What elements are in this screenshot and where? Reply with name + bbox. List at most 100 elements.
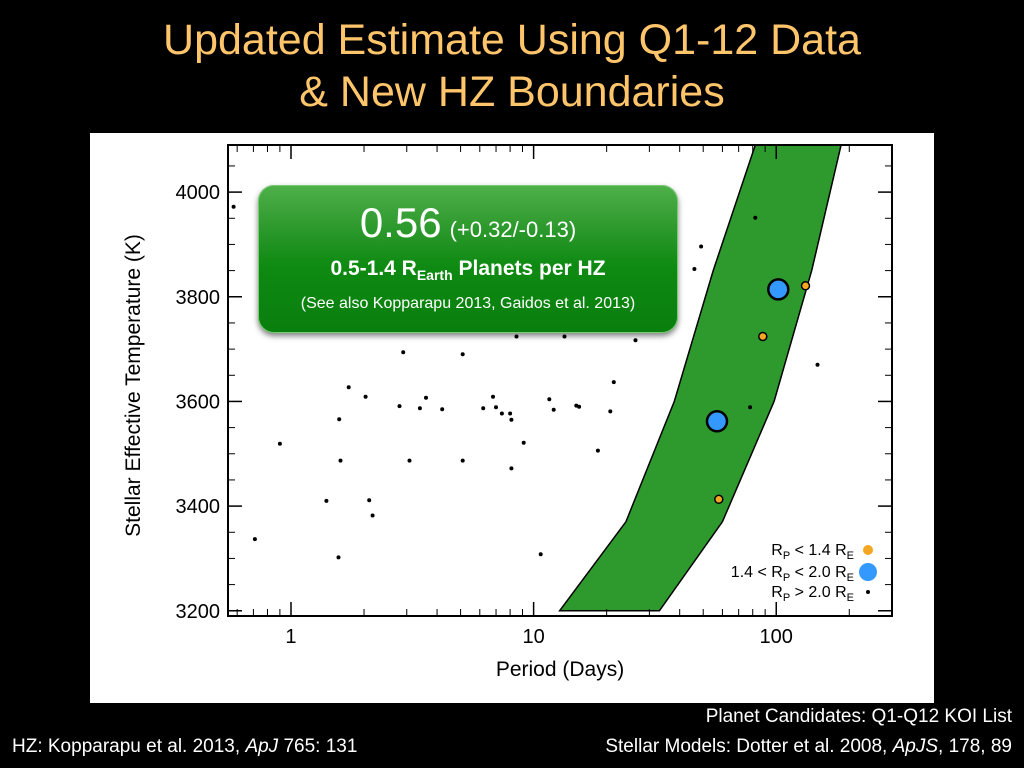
legend-marker-small-orange: [863, 545, 873, 555]
result-planets-label: 0.5-1.4 REarth Planets per HZ: [258, 257, 678, 283]
credit-sm-after: , 178, 89: [938, 736, 1012, 757]
credit-hz-journal: ApJ: [245, 736, 279, 757]
legend-sub: E: [847, 550, 854, 562]
legend-sub: E: [847, 592, 854, 604]
result-estimate: 0.56 (+0.32/-0.13): [258, 199, 678, 247]
large-planet-point: [508, 411, 513, 416]
large-planet-point: [521, 440, 526, 445]
slide-title: Updated Estimate Using Q1-12 Data & New …: [0, 14, 1024, 118]
legend-prefix: 1.4 < R: [731, 564, 783, 581]
legend-entry-label: RP < 1.4 RE: [771, 542, 854, 562]
legend-prefix: R: [771, 542, 783, 559]
large-planet-point: [440, 407, 445, 412]
x-tick-label: 100: [760, 626, 793, 648]
large-planet-point: [815, 362, 820, 367]
legend-entry-label: 1.4 < RP < 2.0 RE: [731, 564, 854, 584]
legend-mid: < 2.0 R: [790, 564, 846, 581]
large-planet-point: [611, 380, 616, 385]
large-planet-point: [699, 244, 704, 249]
large-planet-point: [363, 394, 368, 399]
result-box: 0.56 (+0.32/-0.13) 0.5-1.4 REarth Planets…: [258, 185, 678, 333]
large-planet-point: [748, 405, 753, 410]
large-planet-point: [424, 395, 428, 400]
large-planet-point: [509, 417, 514, 422]
legend-marker-large-blue: [859, 563, 877, 581]
result-note: (See also Kopparapu 2013, Gaidos et al. …: [300, 295, 636, 312]
legend-mid: > 2.0 R: [790, 584, 846, 601]
legend-sub: P: [783, 592, 790, 604]
y-tick-label: 3200: [176, 601, 221, 623]
large-planet-point: [417, 406, 422, 411]
large-planet-point: [367, 498, 372, 503]
title-line-2: & New HZ Boundaries: [299, 68, 725, 116]
large-planet-point: [460, 458, 465, 463]
legend-sub: P: [783, 550, 790, 562]
plot-frame: [227, 144, 893, 617]
large-planet-point: [397, 404, 402, 409]
large-planet-point: [231, 204, 236, 209]
x-tick-label: 10: [522, 626, 544, 648]
series-medium-planet-point: [705, 278, 790, 433]
large-planet-point: [460, 352, 465, 357]
large-planet-point: [277, 441, 282, 446]
credit-hz-before: HZ: Kopparapu et al. 2013,: [12, 736, 246, 757]
chart: 1 10 100 3200 3400 3600 3800 4000 Period (Days) S…: [122, 144, 893, 681]
y-tick-label: 4000: [176, 182, 221, 204]
small-planet-point: [800, 281, 811, 291]
large-planet-point: [547, 397, 552, 402]
series-large-planet-point: [231, 204, 820, 560]
legend-prefix: R: [771, 584, 783, 601]
y-tick-label: 3600: [176, 391, 221, 413]
large-planet-point: [346, 385, 351, 390]
credit-hz: HZ: Kopparapu et al. 2013, ApJ 765: 131: [12, 736, 357, 758]
planets-prefix: 0.5-1.4 R: [330, 257, 417, 280]
medium-planet-point: [705, 410, 729, 433]
small-planet-point: [714, 494, 724, 505]
large-planet-point: [337, 417, 342, 422]
large-planet-point: [252, 537, 257, 542]
x-axis-label: Period (Days): [496, 658, 624, 681]
large-planet-point: [562, 334, 567, 339]
large-planet-point: [324, 498, 329, 503]
small-planet-point: [758, 331, 768, 342]
legend-marker-dot-black: [866, 590, 870, 594]
result-value: 0.56: [359, 199, 442, 246]
large-planet-point: [577, 404, 582, 409]
y-tick-label: 3800: [176, 287, 221, 309]
planets-suffix: Planets per HZ: [452, 257, 606, 280]
legend-sub: P: [783, 572, 790, 584]
medium-planet-point: [767, 278, 790, 301]
result-range: (+0.32/-0.13): [449, 217, 577, 242]
legend-mid: < 1.4 R: [790, 542, 846, 559]
large-planet-point: [753, 215, 758, 220]
y-axis-label: Stellar Effective Temperature (K): [122, 234, 145, 537]
series-small-planet-point: [714, 281, 811, 505]
large-planet-point: [491, 394, 495, 399]
large-planet-point: [336, 555, 341, 560]
large-planet-point: [608, 409, 613, 414]
title-line-1: Updated Estimate Using Q1-12 Data: [163, 16, 861, 64]
legend-entry-label: RP > 2.0 RE: [771, 584, 854, 604]
credit-stellar-models: Stellar Models: Dotter et al. 2008, ApJS…: [605, 736, 1012, 758]
large-planet-point: [499, 411, 504, 416]
credit-planet-candidates: Planet Candidates: Q1-Q12 KOI List: [705, 706, 1012, 727]
large-planet-point: [509, 466, 514, 471]
large-planet-point: [407, 458, 412, 463]
x-tick-label: 1: [285, 626, 296, 648]
credit-sm-journal: ApJS: [892, 736, 939, 757]
y-tick-label: 3400: [176, 496, 221, 518]
large-planet-point: [633, 338, 638, 343]
large-planet-point: [370, 513, 375, 518]
planets-sub: Earth: [416, 267, 453, 284]
large-planet-point: [494, 405, 498, 410]
large-planet-point: [692, 267, 697, 271]
large-planet-point: [401, 350, 406, 355]
credit-hz-after: 765: 131: [278, 736, 358, 757]
large-planet-point: [538, 552, 543, 557]
large-planet-point: [595, 448, 600, 453]
large-planet-point: [338, 458, 343, 463]
large-planet-point: [514, 334, 519, 339]
large-planet-point: [481, 406, 486, 411]
large-planet-point: [551, 407, 556, 412]
